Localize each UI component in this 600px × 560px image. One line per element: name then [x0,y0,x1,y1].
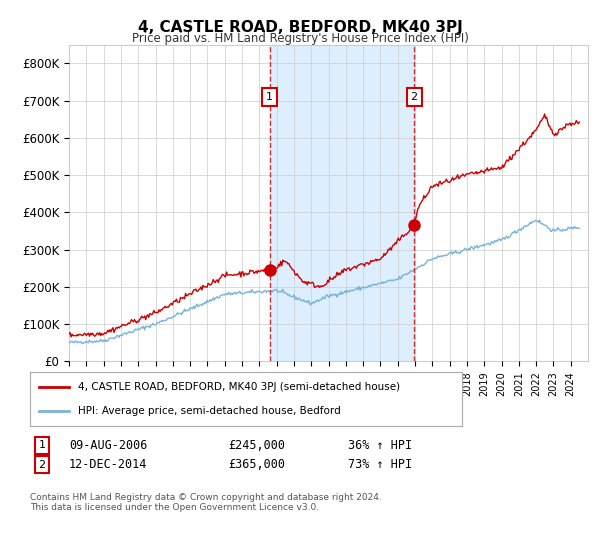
Text: 36% ↑ HPI: 36% ↑ HPI [348,438,412,452]
Text: £365,000: £365,000 [228,458,285,472]
Text: 73% ↑ HPI: 73% ↑ HPI [348,458,412,472]
Text: 12-DEC-2014: 12-DEC-2014 [69,458,148,472]
Text: 09-AUG-2006: 09-AUG-2006 [69,438,148,452]
Text: 4, CASTLE ROAD, BEDFORD, MK40 3PJ: 4, CASTLE ROAD, BEDFORD, MK40 3PJ [137,20,463,35]
Text: 1: 1 [38,440,46,450]
Bar [269,45,414,361]
Text: 2: 2 [38,460,46,470]
Text: £245,000: £245,000 [228,438,285,452]
Text: Contains HM Land Registry data © Crown copyright and database right 2024.
This d: Contains HM Land Registry data © Crown c… [30,493,382,512]
Text: Price paid vs. HM Land Registry's House Price Index (HPI): Price paid vs. HM Land Registry's House … [131,32,469,45]
Text: HPI: Average price, semi-detached house, Bedford: HPI: Average price, semi-detached house,… [77,405,340,416]
Text: 1: 1 [266,92,273,102]
Text: 4, CASTLE ROAD, BEDFORD, MK40 3PJ (semi-detached house): 4, CASTLE ROAD, BEDFORD, MK40 3PJ (semi-… [77,382,400,393]
Text: 2: 2 [410,92,418,102]
